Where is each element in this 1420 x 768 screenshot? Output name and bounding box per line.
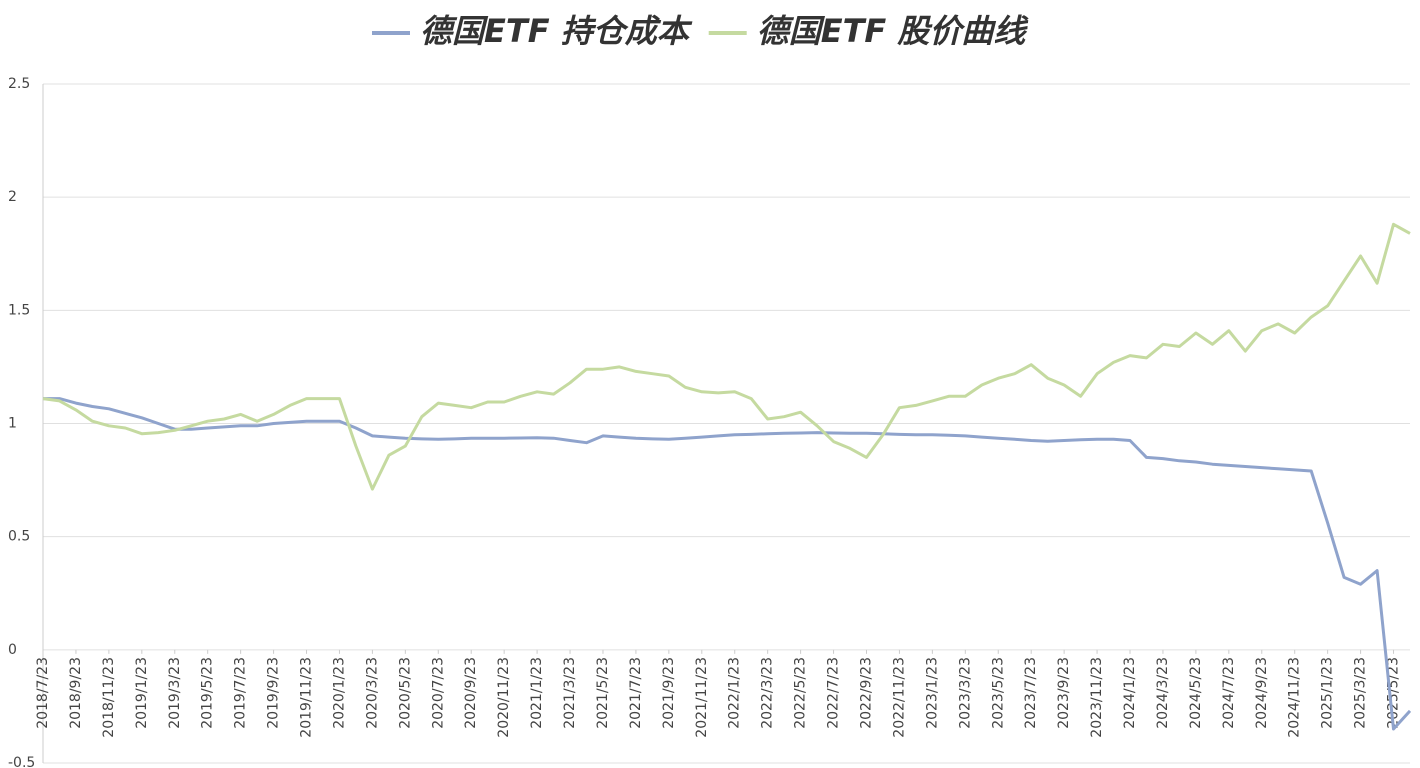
x-tick-label: 2019/11/23 [299, 657, 315, 738]
legend-text: 德国ETF 股价曲线 [757, 12, 1030, 50]
x-tick-label: 2019/3/23 [167, 657, 183, 729]
x-tick-label: 2024/7/23 [1221, 657, 1237, 729]
x-tick-label: 2022/7/23 [826, 657, 842, 729]
x-tick-label: 2019/9/23 [266, 657, 282, 729]
x-tick-label: 2022/5/23 [793, 657, 809, 729]
y-tick-label: 1 [8, 416, 17, 432]
x-tick-label: 2019/5/23 [200, 657, 216, 729]
y-tick-label: 0.5 [8, 529, 30, 545]
x-tick-label: 2021/3/23 [562, 657, 578, 729]
x-tick-label: 2019/1/23 [134, 657, 150, 729]
x-tick-label: 2021/9/23 [661, 657, 677, 729]
x-tick-label: 2020/7/23 [430, 657, 446, 729]
x-tick-label: 2020/3/23 [364, 657, 380, 729]
x-tick-label: 2025/5/23 [1386, 657, 1402, 729]
x-tick-label: 2018/11/23 [101, 657, 117, 738]
x-tick-label: 2021/7/23 [628, 657, 644, 729]
x-tick-label: 2022/1/23 [727, 657, 743, 729]
legend-text: 德国ETF 持仓成本 [420, 12, 693, 50]
x-tick-label: 2018/7/23 [35, 657, 51, 729]
x-tick-label: 2024/1/23 [1122, 657, 1138, 729]
x-tick-label: 2024/5/23 [1188, 657, 1204, 729]
x-tick-label: 2023/7/23 [1023, 657, 1039, 729]
y-tick-label: 0 [8, 642, 17, 658]
x-tick-label: 2024/9/23 [1254, 657, 1270, 729]
x-tick-label: 2021/5/23 [595, 657, 611, 729]
x-tick-label: 2024/11/23 [1287, 657, 1303, 738]
x-tick-label: 2021/11/23 [694, 657, 710, 738]
x-tick-label: 2023/1/23 [924, 657, 940, 729]
series-line [42, 222, 1411, 491]
y-tick-label: 2 [8, 189, 17, 205]
y-tick-label: 1.5 [8, 302, 30, 318]
x-tick-label: 2023/11/23 [1089, 657, 1105, 738]
x-tick-label: 2021/1/23 [529, 657, 545, 729]
x-tick-label: 2025/3/23 [1353, 657, 1369, 729]
x-tick-label: 2019/7/23 [233, 657, 249, 729]
x-tick-label: 2023/5/23 [990, 657, 1006, 729]
x-tick-label: 2023/9/23 [1056, 657, 1072, 729]
y-tick-label: -0.5 [8, 755, 35, 768]
x-tick-label: 2022/11/23 [891, 657, 907, 738]
x-tick-label: 2022/9/23 [858, 657, 874, 729]
x-tick-label: 2018/9/23 [68, 657, 84, 729]
x-tick-label: 2024/3/23 [1155, 657, 1171, 729]
x-tick-label: 2020/11/23 [496, 657, 512, 738]
x-tick-label: 2020/1/23 [331, 657, 347, 729]
x-tick-label: 2020/5/23 [397, 657, 413, 729]
x-tick-label: 2020/9/23 [463, 657, 479, 729]
x-tick-label: 2022/3/23 [760, 657, 776, 729]
y-tick-label: 2.5 [8, 76, 30, 92]
x-tick-label: 2023/3/23 [957, 657, 973, 729]
x-tick-label: 2025/1/23 [1320, 657, 1336, 729]
series-line [43, 397, 1412, 731]
